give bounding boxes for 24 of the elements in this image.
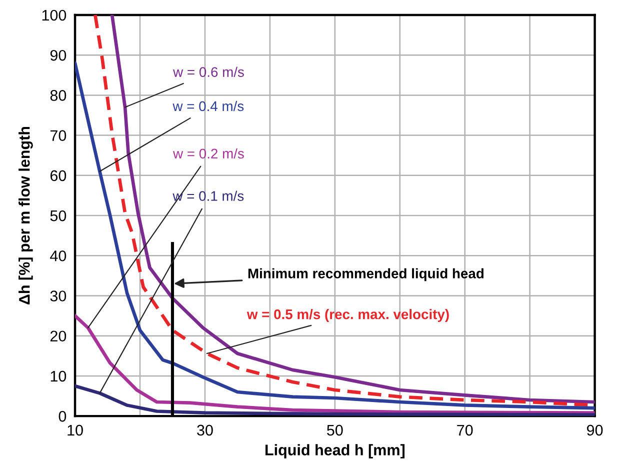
y-tick-label: 90 [50, 50, 66, 61]
y-tick-label: 100 [42, 10, 66, 21]
x-axis-title: Liquid head h [mm] [265, 444, 404, 458]
y-tick-label: 10 [50, 370, 66, 382]
ref-line-label: Minimum recommended liquid head [248, 268, 484, 282]
x-tick-label: 30 [197, 424, 213, 436]
text: w = 0.2 m/s [173, 148, 244, 159]
x-tick-label: 50 [327, 424, 343, 436]
y-tick-label: 30 [50, 290, 66, 302]
y-tick-label: 20 [50, 330, 66, 342]
x-tick-label: 90 [587, 424, 603, 436]
y-axis-title: Δh [%] per m flow length [18, 126, 33, 304]
y-tick-label: 60 [50, 170, 66, 182]
text: w = 0.5 m/s (rec. max. velocity) [246, 309, 449, 322]
x-tick-label: 70 [457, 424, 473, 436]
line-series [75, 61, 595, 410]
text: w = 0.4 m/s [172, 100, 244, 112]
text: w = 0.6 m/s [173, 66, 244, 77]
y-tick-label: 50 [50, 210, 66, 222]
y-tick-label: 70 [50, 130, 66, 141]
y-tick-label: 40 [50, 250, 66, 262]
x-tick-label: 10 [68, 424, 83, 436]
y-tick-label: 80 [50, 90, 66, 101]
y-tick-label: 0 [58, 410, 66, 422]
